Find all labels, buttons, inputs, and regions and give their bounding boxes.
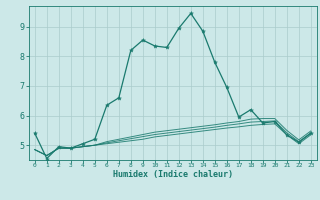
X-axis label: Humidex (Indice chaleur): Humidex (Indice chaleur) <box>113 170 233 179</box>
